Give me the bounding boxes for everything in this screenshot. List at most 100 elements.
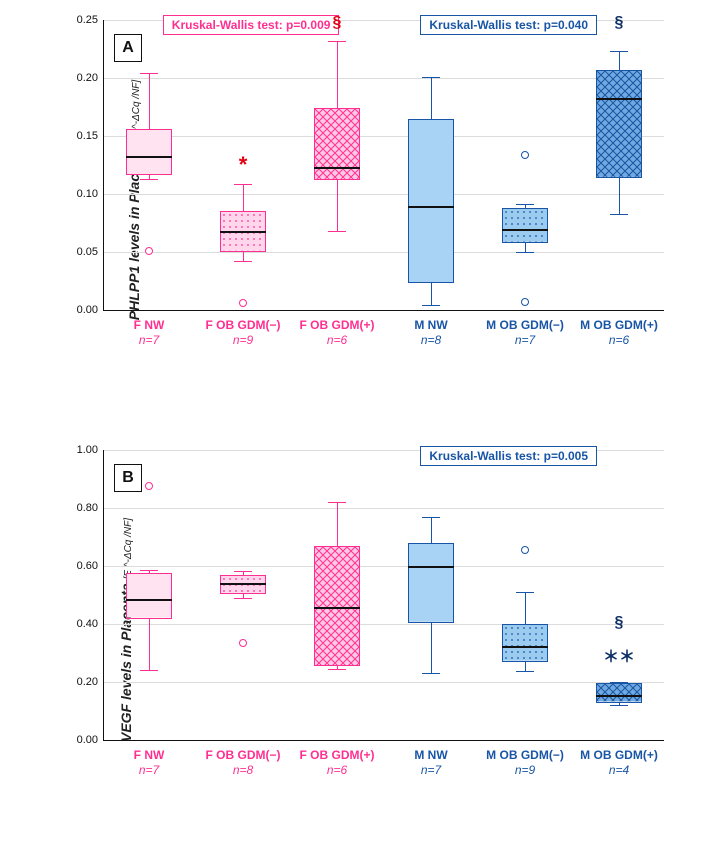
boxplot	[220, 450, 266, 740]
group-n: n=6	[574, 333, 664, 348]
y-tick-label: 0.40	[77, 618, 98, 630]
kruskal-wallis-annotation: Kruskal-Wallis test: p=0.009	[163, 15, 340, 35]
whisker	[149, 619, 150, 671]
boxplot	[502, 20, 548, 310]
whisker-cap	[516, 204, 534, 205]
whisker	[619, 51, 620, 70]
y-tick-label: 0.60	[77, 560, 98, 572]
y-tick-label: 0.00	[77, 304, 98, 316]
boxplot	[408, 20, 454, 310]
group-n: n=9	[480, 763, 570, 778]
median-line	[220, 231, 266, 233]
group-n: n=6	[292, 333, 382, 348]
whisker	[431, 283, 432, 305]
boxplot	[408, 450, 454, 740]
box	[408, 119, 454, 284]
gridline	[104, 566, 664, 567]
panel-A: PHLPP1 levels in Placenta [E ^-ΔCq /NF]0…	[48, 10, 688, 390]
plot-area: 0.000.200.400.600.801.00BKruskal-Wallis …	[103, 450, 664, 741]
median-line	[596, 695, 642, 697]
median-line	[502, 229, 548, 231]
x-tick-label: F OB GDM(+)n=6	[292, 318, 382, 348]
median-line	[408, 566, 454, 568]
box	[596, 683, 642, 702]
whisker	[337, 41, 338, 108]
box	[596, 70, 642, 178]
median-line	[314, 167, 360, 169]
significance-annotation: §	[615, 614, 624, 632]
whisker-cap	[140, 73, 158, 74]
whisker-cap	[610, 51, 628, 52]
outlier-point	[145, 247, 153, 255]
whisker-cap	[328, 41, 346, 42]
x-tick-label: M OB GDM(−)n=7	[480, 318, 570, 348]
median-line	[408, 206, 454, 208]
panel-label: A	[114, 34, 142, 62]
gridline	[104, 78, 664, 79]
outlier-point	[521, 546, 529, 554]
whisker	[149, 73, 150, 129]
group-n: n=8	[386, 333, 476, 348]
kruskal-wallis-annotation: Kruskal-Wallis test: p=0.040	[420, 15, 597, 35]
whisker	[525, 662, 526, 671]
x-tick-label: M OB GDM(−)n=9	[480, 748, 570, 778]
whisker-cap	[422, 77, 440, 78]
median-line	[220, 583, 266, 585]
gridline	[104, 682, 664, 683]
whisker	[243, 184, 244, 212]
whisker-cap	[422, 305, 440, 306]
boxplot	[596, 450, 642, 740]
outlier-point	[239, 639, 247, 647]
group-n: n=7	[386, 763, 476, 778]
whisker-cap	[516, 671, 534, 672]
gridline	[104, 136, 664, 137]
whisker	[431, 517, 432, 543]
whisker-cap	[328, 231, 346, 232]
x-tick-label: F OB GDM(−)n=9	[198, 318, 288, 348]
outlier-point	[145, 482, 153, 490]
group-n: n=6	[292, 763, 382, 778]
gridline	[104, 624, 664, 625]
whisker	[525, 243, 526, 252]
box	[126, 573, 172, 619]
y-tick-label: 1.00	[77, 444, 98, 456]
x-tick-label: F NWn=7	[104, 318, 194, 348]
whisker-cap	[140, 570, 158, 571]
significance-annotation: *	[239, 152, 248, 178]
boxplot	[314, 20, 360, 310]
group-n: n=7	[104, 333, 194, 348]
whisker-cap	[140, 179, 158, 180]
whisker	[337, 502, 338, 546]
kruskal-wallis-annotation: Kruskal-Wallis test: p=0.005	[420, 446, 597, 466]
whisker	[243, 252, 244, 261]
x-tick-label: F NWn=7	[104, 748, 194, 778]
group-n: n=9	[198, 333, 288, 348]
box	[126, 129, 172, 175]
whisker	[525, 592, 526, 624]
median-line	[314, 607, 360, 609]
median-line	[502, 646, 548, 648]
whisker-cap	[234, 598, 252, 599]
box	[408, 543, 454, 623]
whisker-cap	[422, 517, 440, 518]
whisker-cap	[234, 184, 252, 185]
x-tick-label: M OB GDM(+)n=4	[574, 748, 664, 778]
boxplot	[502, 450, 548, 740]
significance-annotation: ＊＊	[603, 643, 635, 667]
x-tick-label: M OB GDM(+)n=6	[574, 318, 664, 348]
median-line	[126, 599, 172, 601]
boxplot	[126, 20, 172, 310]
boxplot	[314, 450, 360, 740]
whisker-cap	[328, 669, 346, 670]
y-tick-label: 0.80	[77, 502, 98, 514]
whisker-cap	[234, 571, 252, 572]
y-tick-label: 0.25	[77, 14, 98, 26]
y-tick-label: 0.20	[77, 676, 98, 688]
group-n: n=7	[104, 763, 194, 778]
whisker-cap	[234, 261, 252, 262]
y-tick-label: 0.05	[77, 246, 98, 258]
panel-label: B	[114, 464, 142, 492]
x-tick-label: M NWn=8	[386, 318, 476, 348]
median-line	[126, 156, 172, 158]
gridline	[104, 252, 664, 253]
